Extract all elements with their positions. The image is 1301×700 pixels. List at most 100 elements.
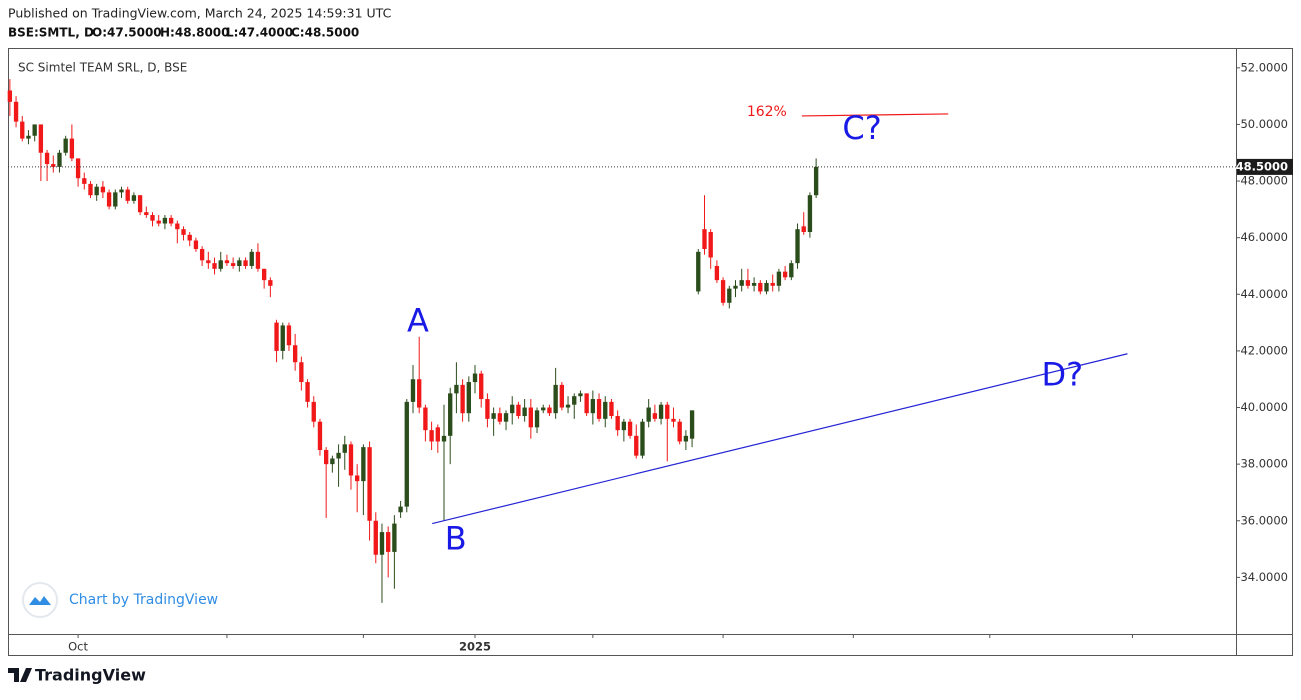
candle-body	[584, 393, 589, 414]
published-note: Published on TradingView.com, March 24, …	[8, 6, 392, 21]
last-price-box	[1237, 158, 1293, 175]
candle-body	[547, 407, 552, 414]
candle-body	[658, 404, 664, 419]
candle-body	[119, 189, 124, 193]
candle-body	[336, 452, 341, 459]
drawn-line	[801, 113, 949, 117]
candle-body	[528, 407, 534, 428]
candle-body	[640, 421, 645, 456]
candle-body	[398, 506, 403, 513]
candle-body	[261, 268, 267, 281]
annotation: D?	[1042, 355, 1084, 393]
candle-body	[417, 379, 422, 408]
candle-body	[82, 178, 87, 184]
candle-body	[782, 271, 788, 278]
candle-body	[311, 401, 316, 422]
candle-body	[274, 322, 279, 351]
candle-body	[683, 435, 689, 442]
candle-body	[596, 399, 602, 419]
candle-body	[423, 407, 428, 431]
candle-body	[795, 229, 800, 264]
x-tick-label: 2025	[459, 640, 491, 654]
candle-body	[218, 260, 223, 269]
candle-body	[621, 421, 627, 431]
candle-body	[448, 393, 453, 436]
candle-body	[665, 404, 670, 419]
candle-body	[100, 186, 106, 193]
candle-body	[348, 444, 354, 476]
candle-body	[720, 280, 726, 303]
candle-body	[491, 413, 496, 419]
drawn-line-label: 162%	[747, 104, 787, 120]
candle-body	[292, 345, 298, 363]
y-tick-label: 48.0000	[1240, 174, 1288, 188]
candle-body	[255, 251, 261, 269]
candle-body	[627, 421, 633, 436]
candle-body	[429, 430, 434, 442]
candle-body	[51, 164, 56, 167]
y-tick-label: 44.0000	[1240, 287, 1288, 301]
candle-body	[615, 416, 620, 431]
candle-body	[454, 384, 459, 394]
candle-body	[230, 263, 236, 266]
candle-body	[590, 399, 596, 414]
candle-body	[373, 520, 378, 555]
candle-body	[553, 384, 558, 414]
candle-body	[652, 413, 658, 419]
candle-body	[94, 186, 99, 196]
candle-body	[131, 195, 137, 201]
y-tick-label: 42.0000	[1240, 343, 1288, 357]
candle-body	[106, 192, 112, 207]
candle-body	[212, 263, 217, 269]
candle-body	[38, 124, 44, 153]
watermark: Chart by TradingView	[22, 582, 218, 618]
candle-body	[181, 229, 186, 235]
candle-body	[268, 280, 273, 286]
chart-frame	[8, 48, 1293, 656]
candle-body	[249, 251, 254, 266]
watermark-text: Chart by TradingView	[69, 592, 218, 608]
candle-body	[522, 407, 527, 417]
candle-body	[44, 152, 50, 165]
candle-body	[342, 444, 347, 453]
candle-body	[175, 223, 180, 230]
candle-body	[317, 421, 323, 450]
candle-body	[410, 379, 416, 402]
candle-body	[137, 195, 143, 213]
y-tick-label: 34.0000	[1240, 570, 1288, 584]
candle-body	[299, 362, 304, 383]
candle-body	[466, 382, 471, 414]
chart-title: SC Simtel TEAM SRL, D, BSE	[18, 61, 187, 75]
candle-body	[305, 382, 310, 402]
candle-body	[603, 401, 608, 419]
candle-body	[75, 158, 81, 179]
x-tick-label: Oct	[68, 640, 88, 654]
candle-body	[485, 399, 490, 419]
candle-body	[572, 396, 577, 405]
candle-body	[156, 220, 161, 224]
candle-body	[634, 435, 639, 456]
candle-body	[323, 449, 329, 465]
candle-body	[26, 135, 31, 139]
candle-body	[32, 124, 37, 136]
candle-body	[696, 251, 701, 292]
drawn-line	[432, 353, 1128, 525]
candle-body	[330, 458, 335, 465]
candle-body	[7, 90, 13, 102]
candle-body	[578, 393, 583, 397]
candle-body	[677, 421, 682, 442]
candle-body	[702, 229, 707, 249]
candle-body	[534, 410, 540, 428]
candle-body	[770, 282, 775, 286]
candle-body	[807, 195, 813, 233]
candle-body	[714, 265, 720, 281]
candle-body	[541, 407, 546, 411]
candle-body	[776, 271, 782, 286]
candle-body	[243, 260, 248, 266]
footer-logo	[8, 668, 32, 682]
candle-body	[801, 226, 806, 233]
footer-text: TradingView	[35, 666, 146, 685]
y-tick-label: 40.0000	[1240, 400, 1288, 414]
ohlc-row: O:47.5000 H:48.8000 L:47.4000 C:48.5000	[92, 26, 359, 40]
